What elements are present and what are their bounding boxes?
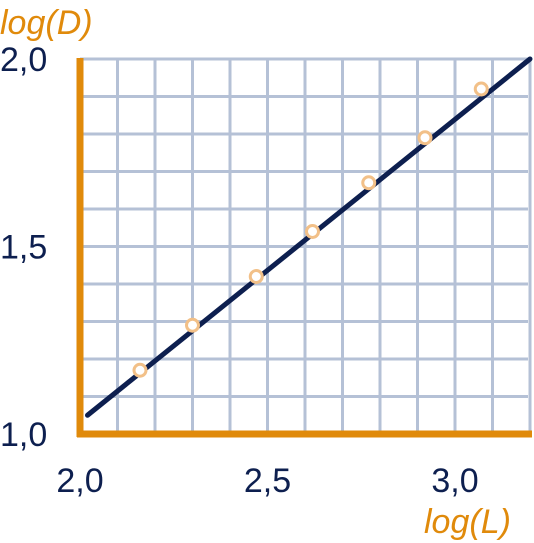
x-tick-label: 2,0 (56, 462, 103, 500)
data-point (248, 269, 264, 284)
data-points (132, 81, 489, 378)
data-point (132, 362, 148, 378)
data-point (185, 317, 200, 333)
x-tick-label: 2,5 (244, 462, 291, 500)
y-tick-label: 2,0 (0, 41, 47, 79)
data-point (417, 130, 433, 146)
y-tick-label: 1,0 (0, 416, 47, 454)
data-point (361, 175, 377, 191)
grid (80, 57, 532, 434)
y-tick-label: 1,5 (0, 229, 47, 267)
axes (76, 58, 532, 438)
x-tick-label: 3,0 (431, 462, 478, 500)
y-axis-title: log(D) (0, 4, 93, 42)
data-point (305, 224, 320, 239)
data-point (473, 81, 489, 97)
tick-labels: 2,0 2,5 3,0 1,0 1,5 2,0 (0, 41, 479, 500)
x-axis-title: log(L) (424, 503, 511, 541)
